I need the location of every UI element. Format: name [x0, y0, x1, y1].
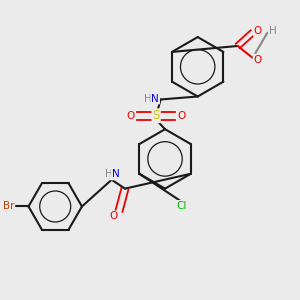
Text: N: N — [152, 94, 159, 103]
Text: H: H — [105, 169, 112, 179]
Text: O: O — [109, 211, 117, 221]
Text: N: N — [112, 169, 120, 179]
Text: O: O — [254, 26, 262, 36]
Text: O: O — [127, 111, 135, 121]
Text: H: H — [269, 26, 277, 36]
Text: H: H — [144, 94, 152, 103]
Text: O: O — [254, 55, 262, 64]
Text: Br: Br — [3, 202, 14, 212]
Text: O: O — [177, 111, 185, 121]
Text: Cl: Cl — [176, 201, 187, 211]
Text: S: S — [152, 109, 160, 122]
